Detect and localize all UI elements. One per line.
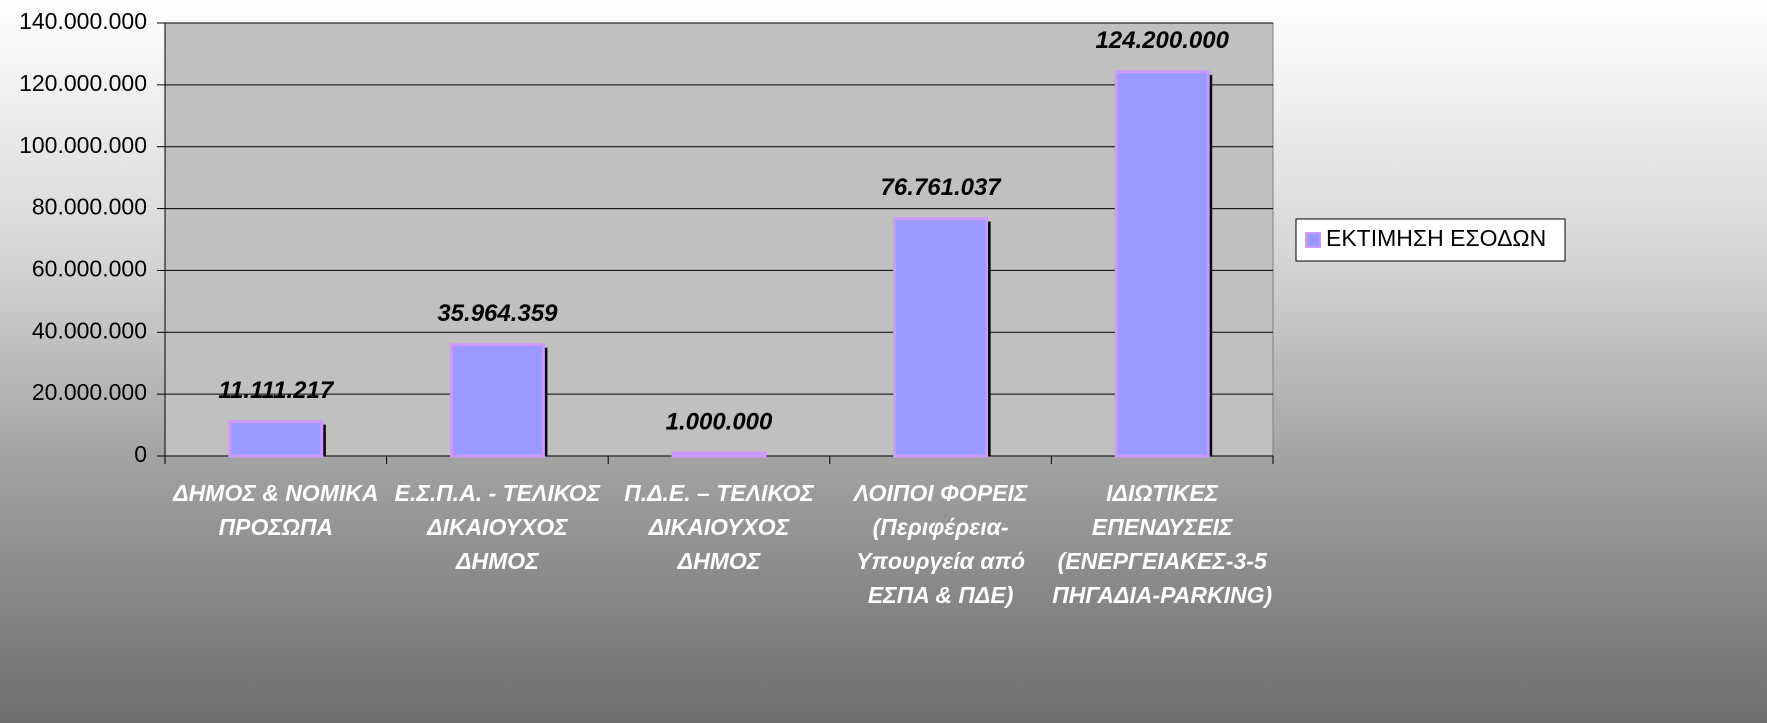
legend-swatch (1305, 232, 1321, 248)
y-tick-label: 60.000.000 (32, 256, 147, 282)
y-tick-label: 100.000.000 (19, 132, 147, 158)
x-tick-label: Ε.Σ.Π.Α. - ΤΕΛΙΚΟΣ ΔΙΚΑΙΟΥΧΟΣ ΔΗΜΟΣ (394, 480, 601, 574)
data-label: 11.111.217 (218, 377, 334, 404)
x-tick-label: ΛΟΙΠΟΙ ΦΟΡΕΙΣ (Περιφέρεια-Υπουργεία από … (853, 480, 1028, 608)
data-label: 1.000.000 (666, 408, 773, 435)
data-label: 35.964.359 (437, 300, 558, 327)
legend-label: ΕΚΤΙΜΗΣΗ ΕΣΟΔΩΝ (1326, 225, 1546, 251)
bar (893, 217, 989, 458)
bar (228, 420, 324, 458)
bar (1114, 70, 1210, 458)
data-label: 124.200.000 (1095, 27, 1229, 54)
x-tick-label: ΙΔΙΩΤΙΚΕΣ ΕΠΕΝΔΥΣΕΙΣ (ΕΝΕΡΓΕΙΑΚΕΣ-3-5 ΠΗ… (1052, 480, 1273, 608)
plot-area (164, 22, 1274, 457)
x-tick-label: ΔΗΜΟΣ & ΝΟΜΙΚΑ ΠΡΟΣΩΠΑ (173, 480, 379, 540)
bar (671, 451, 767, 458)
y-tick-label: 120.000.000 (19, 70, 147, 96)
x-tick-label: Π.Δ.Ε. – ΤΕΛΙΚΟΣ ΔΙΚΑΙΟΥΧΟΣ ΔΗΜΟΣ (624, 480, 814, 574)
y-tick-label: 140.000.000 (19, 8, 147, 34)
y-tick-label: 20.000.000 (32, 379, 147, 405)
bar (449, 343, 545, 458)
legend-box (1295, 218, 1566, 262)
data-label: 76.761.037 (881, 174, 1003, 201)
y-tick-label: 80.000.000 (32, 194, 147, 220)
y-tick-label: 0 (134, 441, 147, 467)
y-tick-label: 40.000.000 (32, 317, 147, 343)
